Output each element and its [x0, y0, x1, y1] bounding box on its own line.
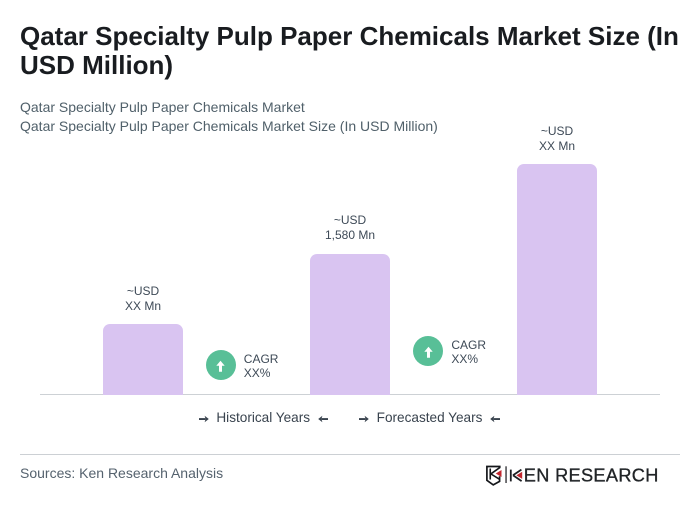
svg-text:EN RESEARCH: EN RESEARCH — [524, 465, 659, 485]
